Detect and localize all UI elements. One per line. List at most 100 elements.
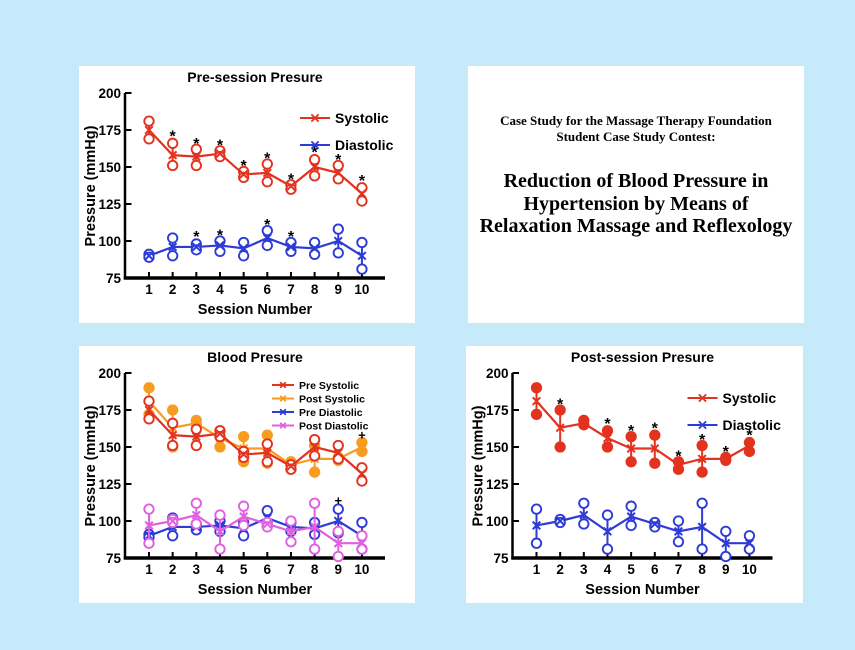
x-tick-label: 2 — [169, 282, 177, 297]
open-circle-marker — [214, 430, 226, 443]
open-circle-marker — [261, 224, 273, 237]
open-circle-marker — [285, 183, 297, 195]
mean-x-marker — [555, 423, 565, 433]
asterisk-annotation: * — [193, 136, 200, 153]
open-circle-marker — [190, 423, 202, 435]
open-circle-marker — [578, 497, 590, 509]
open-circle-marker — [649, 521, 661, 533]
mean-line — [148, 400, 363, 466]
legend-label: Post Diastolic — [299, 420, 369, 432]
filled-circle-marker — [554, 441, 566, 453]
legend-label: Diastolic — [723, 417, 782, 433]
mean-x-marker — [626, 512, 636, 522]
open-circle-marker — [672, 536, 685, 548]
asterisk-annotation: * — [193, 229, 200, 246]
mean-x-marker — [239, 449, 249, 459]
x-tick-label: 8 — [698, 562, 706, 577]
open-circle-marker — [143, 537, 155, 549]
mean-x-marker — [191, 510, 201, 520]
blood-pressure-chart-panel: 75 100 125 150 175 200 1 2 3 4 5 6 7 8 9 10 Blood Presur… — [79, 346, 415, 603]
mean-x-marker — [215, 240, 225, 250]
case-study-header-line1: Case Study for the Massage Therapy Found… — [500, 113, 772, 128]
y-tick-label: 150 — [486, 440, 509, 455]
open-circle-marker — [625, 519, 637, 532]
y-tick-label: 175 — [98, 123, 121, 138]
plus-annotation: + — [334, 493, 342, 508]
mean-line — [148, 129, 363, 195]
x-tick-label: 8 — [311, 282, 319, 297]
x-tick-label: 6 — [264, 562, 272, 577]
asterisk-annotation: * — [723, 444, 730, 461]
filled-circle-marker — [649, 457, 661, 469]
open-circle-marker — [285, 536, 297, 548]
open-circle-marker — [332, 159, 344, 172]
x-axis-label: Session Number — [198, 582, 313, 598]
filled-circle-marker — [696, 439, 708, 452]
x-tick-label: 9 — [722, 562, 730, 577]
mean-x-marker — [286, 242, 296, 252]
x-tick-label: 3 — [193, 282, 201, 297]
open-circle-marker — [167, 232, 179, 244]
open-circle-marker — [143, 413, 155, 425]
asterisk-annotation: * — [675, 448, 682, 465]
main-title-line1: Reduction of Blood Pressure in — [503, 170, 769, 193]
y-axis-label: Pressure (mmHg) — [83, 405, 99, 526]
mean-x-marker — [333, 538, 343, 548]
y-tick-label: 175 — [98, 403, 121, 418]
legend-entry-systolic: Systolic — [300, 110, 389, 126]
filled-circle-marker — [720, 454, 732, 466]
mean-x-marker — [602, 526, 612, 536]
filled-circle-marker — [601, 425, 614, 437]
x-tick-label: 2 — [169, 562, 177, 577]
open-circle-marker — [190, 518, 202, 530]
open-circle-marker — [237, 530, 250, 542]
open-circle-marker — [167, 250, 179, 262]
asterisk-annotation: * — [652, 420, 659, 437]
open-circle-marker — [285, 463, 297, 475]
open-circle-marker — [696, 497, 708, 509]
legend-entry-post-diastolic: Post Diastolic — [272, 420, 369, 432]
legend-entry-pre-systolic: Pre Systolic — [272, 380, 359, 392]
open-circle-marker — [237, 500, 250, 512]
open-circle-marker — [601, 543, 614, 555]
mean-x-marker — [697, 454, 707, 464]
x-tick-label: 5 — [240, 282, 248, 297]
filled-circle-marker — [308, 466, 321, 478]
chart-title: Pre-session Presure — [187, 69, 323, 85]
open-circle-marker — [190, 439, 202, 452]
legend-entry-diastolic: Diastolic — [687, 417, 782, 433]
mean-x-marker — [531, 396, 542, 406]
open-circle-marker — [356, 263, 368, 275]
legend-x-marker — [279, 408, 287, 416]
filled-circle-marker — [237, 430, 250, 443]
plus-annotation: + — [358, 428, 366, 443]
open-circle-marker — [143, 115, 155, 127]
series-post-diastolic — [143, 497, 368, 563]
asterisk-annotation: * — [359, 173, 366, 190]
mean-x-marker — [531, 520, 542, 530]
x-tick-label: 7 — [675, 562, 683, 577]
mean-x-marker — [239, 243, 249, 253]
mean-x-marker — [191, 242, 201, 252]
mean-x-marker — [191, 432, 201, 442]
mean-x-marker — [579, 418, 589, 428]
legend-x-marker — [279, 381, 287, 389]
y-tick-label: 150 — [98, 440, 121, 455]
open-circle-marker — [261, 521, 273, 533]
series-systolic — [143, 115, 368, 207]
legend-entry-systolic: Systolic — [687, 390, 776, 406]
x-axis-label: Session Number — [198, 302, 313, 318]
y-tick-label: 75 — [106, 551, 122, 566]
x-tick-label: 6 — [264, 282, 272, 297]
open-circle-marker — [167, 159, 179, 172]
open-circle-marker — [237, 451, 250, 464]
open-circle-marker — [261, 176, 273, 188]
legend-x-marker — [279, 395, 287, 402]
chart-title: Post-session Presure — [571, 349, 714, 365]
mean-x-marker — [168, 516, 178, 526]
open-circle-marker — [530, 537, 543, 549]
mean-x-marker — [144, 251, 154, 261]
series-pre-systolic — [143, 395, 368, 487]
open-circle-marker — [530, 503, 543, 515]
